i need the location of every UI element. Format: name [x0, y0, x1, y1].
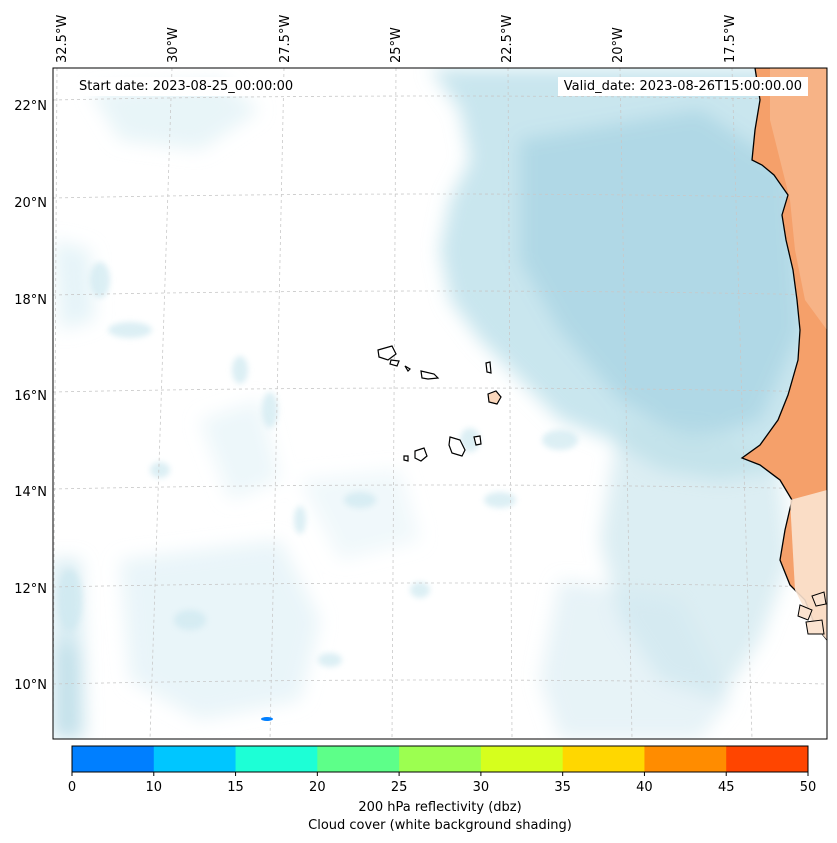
longitude-labels: 32.5°W 30°W 27.5°W 25°W 22.5°W 20°W 17.5…	[55, 15, 738, 63]
colorbar-segment	[235, 746, 318, 772]
colorbar-tick-label: 15	[227, 780, 244, 795]
lon-label: 32.5°W	[55, 15, 70, 63]
lat-label: 10°N	[14, 678, 47, 693]
reflectivity-blob	[261, 717, 273, 721]
cloud-patches	[58, 262, 578, 667]
colorbar-segment	[480, 746, 564, 772]
lon-label: 27.5°W	[278, 15, 293, 63]
map-frame	[52, 67, 828, 740]
colorbar: 0 10 15 20 25 30 35 40 45 50	[68, 745, 816, 795]
valid-date-label: Valid_date: 2023-08-26T15:00:00.00	[557, 77, 808, 96]
colorbar-frame	[71, 745, 809, 773]
colorbar-tick-label: 30	[473, 780, 490, 795]
colorbar-segments	[72, 746, 809, 772]
colorbar-tick-label: 40	[636, 780, 653, 795]
lon-label: 17.5°W	[723, 15, 738, 63]
colorbar-segment	[72, 746, 155, 772]
map-area	[53, 68, 827, 739]
colorbar-ticks: 0 10 15 20 25 30 35 40 45 50	[68, 772, 816, 795]
colorbar-sublabel: Cloud cover (white background shading)	[308, 818, 572, 833]
colorbar-segment	[726, 746, 809, 772]
colorbar-tick-label: 0	[68, 780, 76, 795]
colorbar-segment	[399, 746, 482, 772]
colorbar-tick-label: 10	[146, 780, 163, 795]
colorbar-tick-label: 25	[391, 780, 408, 795]
colorbar-tick-label: 20	[309, 780, 326, 795]
colorbar-tick-label: 50	[800, 780, 817, 795]
lat-label: 12°N	[14, 582, 47, 597]
lat-label: 18°N	[14, 293, 47, 308]
colorbar-tick-label: 35	[554, 780, 571, 795]
lon-label: 25°W	[389, 27, 404, 63]
lon-label: 22.5°W	[500, 15, 515, 63]
lat-label: 14°N	[14, 485, 47, 500]
colorbar-segment	[317, 746, 400, 772]
colorbar-segment	[644, 746, 727, 772]
cape-verde-islands	[377, 345, 502, 462]
gridlines	[53, 68, 827, 739]
lat-label: 20°N	[14, 196, 47, 211]
latitude-labels: 22°N 20°N 18°N 16°N 14°N 12°N 10°N	[14, 99, 47, 693]
lat-label: 16°N	[14, 389, 47, 404]
lat-label: 22°N	[14, 99, 47, 114]
lon-label: 20°W	[611, 27, 626, 63]
colorbar-segment	[153, 746, 237, 772]
colorbar-tick-label: 45	[718, 780, 735, 795]
start-date-label: Start date: 2023-08-25_00:00:00	[73, 77, 300, 96]
lon-label: 30°W	[166, 27, 181, 63]
colorbar-segment	[562, 746, 645, 772]
colorbar-label: 200 hPa reflectivity (dbz)	[358, 800, 522, 815]
